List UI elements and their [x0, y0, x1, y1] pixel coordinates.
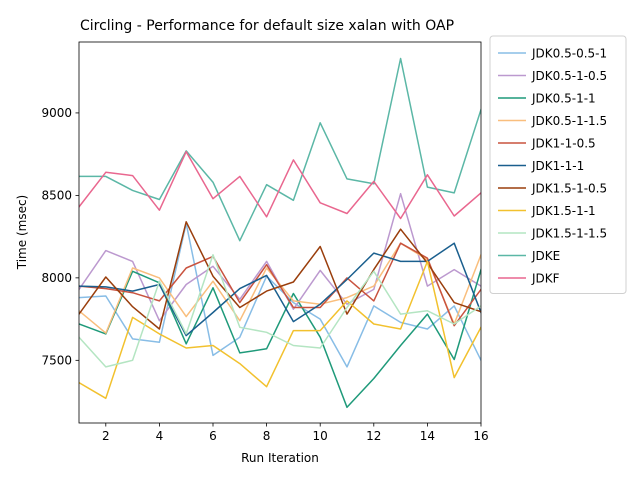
series-line-6	[79, 242, 481, 337]
legend-entry: JDKE	[531, 249, 560, 263]
chart-title: Circling - Performance for default size …	[80, 18, 454, 34]
legend-entry: JDK0.5-0.5-1	[531, 47, 607, 61]
series-line-1	[79, 222, 481, 368]
series-line-11	[79, 150, 481, 220]
x-tick-label: 14	[420, 429, 435, 443]
y-tick-label: 7500	[41, 353, 72, 367]
y-tick-label: 8000	[41, 271, 72, 285]
x-tick-label: 2	[102, 429, 110, 443]
legend-entry: JDKF	[531, 272, 560, 286]
series-line-10	[79, 57, 481, 242]
x-tick-label: 10	[313, 429, 328, 443]
x-tick-label: 8	[263, 429, 271, 443]
series-line-3	[79, 268, 481, 409]
legend-entry: JDK1-1-0.5	[531, 137, 596, 151]
x-tick-label: 16	[473, 429, 488, 443]
legend: JDK0.5-0.5-1 JDK0.5-1-0.5 JDK0.5-1-1 JDK0.5…	[489, 35, 627, 294]
series-line-7	[79, 221, 481, 330]
y-axis-ticks: 7500 8000 8500 9000	[41, 106, 79, 367]
x-tick-label: 12	[366, 429, 381, 443]
y-tick-label: 9000	[41, 106, 72, 120]
y-tick-label: 8500	[41, 188, 72, 202]
legend-entry: JDK1.5-1-0.5	[531, 182, 607, 196]
plot-frame	[78, 41, 482, 424]
x-axis-label: Run Iteration	[241, 451, 319, 465]
legend-entry: JDK0.5-1-0.5	[531, 69, 607, 83]
x-tick-label: 4	[156, 429, 164, 443]
x-axis-ticks: 2 4 6 8 10 12 14 16	[102, 423, 489, 443]
series-line-2	[79, 192, 481, 322]
x-tick-label: 6	[209, 429, 217, 443]
plot-area	[78, 41, 482, 424]
y-axis-label: Time (msec)	[15, 195, 29, 270]
legend-entry: JDK1.5-1-1	[531, 204, 596, 218]
series-line-9	[79, 254, 481, 368]
legend-entry: JDK1.5-1-1.5	[531, 227, 607, 241]
series-lines	[79, 57, 481, 409]
series-line-8	[79, 260, 481, 400]
legend-frame	[489, 35, 627, 294]
legend-entry: JDK0.5-1-1.5	[531, 114, 607, 128]
legend-entry: JDK0.5-1-1	[531, 92, 596, 106]
legend-entry: JDK1-1-1	[531, 159, 584, 173]
